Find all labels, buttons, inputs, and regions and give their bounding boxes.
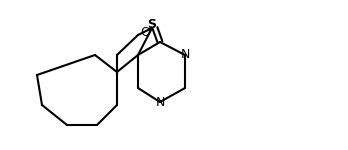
Text: N: N [155, 96, 165, 108]
Text: N: N [180, 48, 190, 62]
Text: S: S [148, 18, 157, 32]
Text: O: O [140, 27, 150, 39]
